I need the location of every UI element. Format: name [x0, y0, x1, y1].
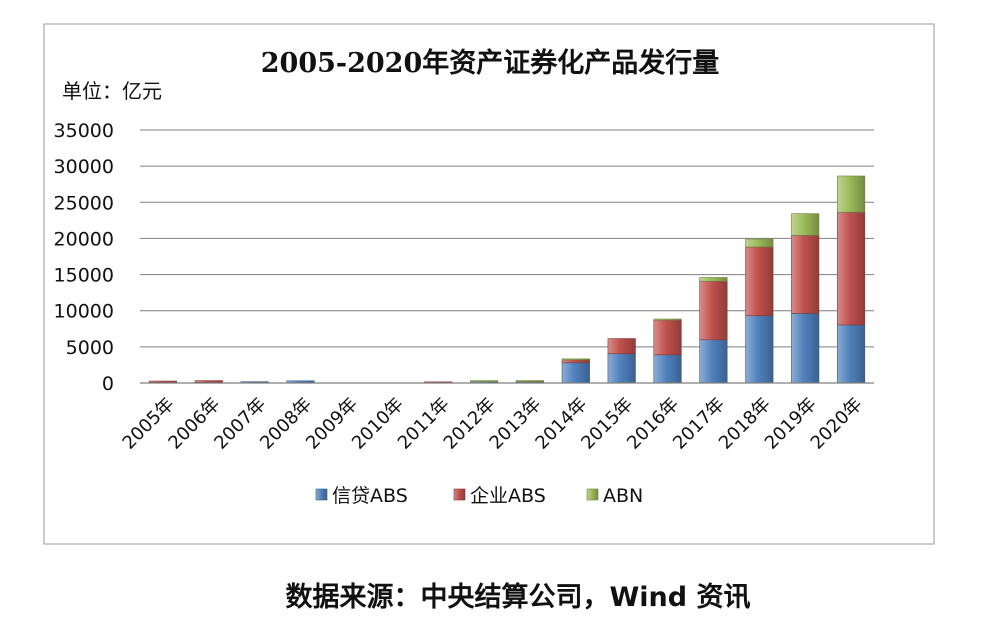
legend-label: 信贷ABS	[332, 485, 408, 507]
y-tick-label: 35000	[54, 120, 114, 142]
bar-segment	[745, 246, 774, 316]
bar-segment	[836, 324, 866, 384]
bar-segment	[607, 338, 636, 355]
y-tick-label: 10000	[54, 301, 114, 323]
y-tick-label: 30000	[54, 156, 114, 178]
bar-segment	[836, 211, 866, 326]
bar-segment	[469, 380, 499, 382]
bar-segment	[653, 318, 682, 321]
bar-segment	[561, 362, 590, 384]
bar-segment	[561, 358, 590, 361]
bar-segment	[194, 380, 223, 383]
y-tick-label: 20000	[54, 228, 114, 250]
bar-segment	[791, 213, 820, 236]
unit-label: 单位：亿元	[62, 79, 162, 103]
legend-swatch	[586, 488, 599, 501]
legend-label: 企业ABS	[470, 485, 546, 507]
y-tick-label: 5000	[66, 337, 114, 359]
source-note: 数据来源：中央结算公司，Wind 资讯	[286, 581, 751, 613]
bar-segment	[699, 339, 728, 384]
chart-title: 2005-2020年资产证券化产品发行量	[261, 47, 720, 79]
y-tick-label: 25000	[54, 192, 114, 214]
bar-segment	[791, 235, 820, 314]
legend: 信贷ABS 企业ABS ABN	[315, 485, 643, 507]
legend-label: ABN	[603, 485, 643, 507]
y-axis-ticks: 0 5000 10000 15000 20000 25000 30000 35000	[54, 120, 114, 395]
bar-segment	[791, 313, 820, 384]
chart-frame	[43, 23, 935, 545]
bar-segment	[148, 380, 178, 383]
bar-segment	[653, 354, 682, 384]
bar-segment	[515, 380, 544, 382]
bar-segment	[745, 315, 774, 384]
bar-segment	[607, 353, 636, 384]
legend-swatch	[315, 488, 328, 501]
y-tick-label: 0	[102, 373, 114, 395]
y-tick-label: 15000	[54, 265, 114, 287]
bars	[148, 175, 866, 384]
bar-segment	[745, 238, 774, 248]
bar-segment	[699, 280, 728, 341]
bar-segment	[699, 277, 728, 282]
bar-segment	[836, 175, 866, 213]
legend-swatch	[453, 488, 466, 501]
bar-segment	[561, 359, 590, 364]
bar-segment	[653, 319, 682, 356]
